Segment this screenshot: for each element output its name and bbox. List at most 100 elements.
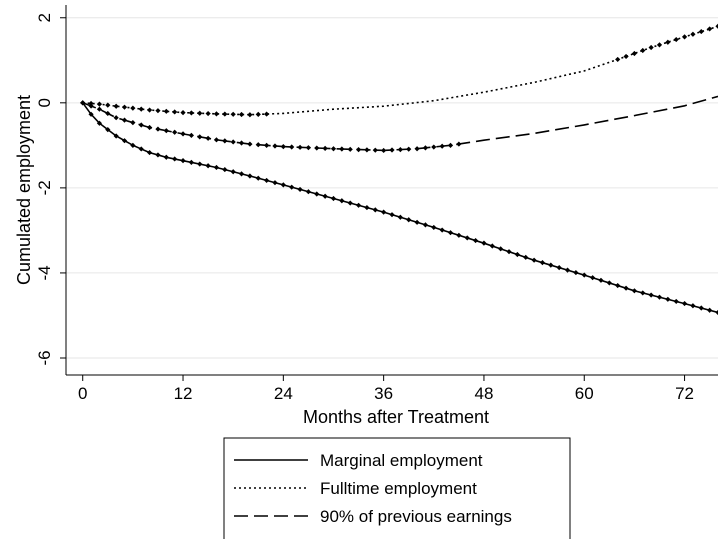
series-marker — [381, 209, 387, 215]
series-marker — [498, 246, 504, 252]
x-axis-label: Months after Treatment — [303, 407, 489, 427]
series-marker — [146, 124, 153, 131]
series-marker — [330, 146, 337, 152]
series-marker — [481, 240, 487, 246]
series-marker — [506, 249, 512, 255]
series-marker — [105, 102, 111, 108]
series-marker — [355, 202, 362, 208]
series-marker — [381, 147, 387, 154]
series-marker — [280, 182, 286, 188]
legend: Marginal employment Fulltime employment 90… — [223, 437, 571, 541]
series-marker — [197, 161, 203, 167]
series-marker — [222, 138, 228, 144]
series-marker — [121, 138, 128, 144]
series-marker — [146, 107, 153, 113]
series-marker — [188, 132, 194, 138]
series-marker — [322, 193, 328, 199]
grid-layer — [66, 17, 718, 359]
series-marker — [138, 122, 144, 128]
legend-label: 90% of previous earnings — [320, 507, 512, 526]
series-marker — [138, 146, 144, 152]
series-marker — [205, 110, 211, 117]
series-marker — [121, 104, 128, 110]
series-marker — [230, 139, 236, 145]
series-marker — [213, 111, 220, 117]
series-marker — [598, 277, 604, 283]
series-marker — [698, 305, 704, 311]
series-marker — [289, 144, 295, 150]
series-marker — [439, 143, 445, 149]
series-marker — [238, 111, 245, 118]
series-marker — [355, 146, 362, 153]
series-marker — [205, 163, 211, 169]
series-marker — [80, 100, 86, 106]
series-marker — [247, 141, 253, 147]
series-marker — [489, 243, 495, 249]
series-marker — [297, 144, 303, 150]
series-marker — [715, 309, 718, 316]
series-marker — [673, 36, 679, 43]
series-marker — [456, 141, 462, 147]
series-marker — [264, 177, 270, 184]
series-marker — [648, 292, 654, 298]
x-tick-label: 72 — [675, 384, 694, 403]
series-marker — [389, 212, 395, 218]
series-marker — [213, 164, 220, 171]
series-marker — [197, 134, 203, 140]
y-axis-label: Cumulated employment — [14, 95, 34, 285]
x-tick-label: 60 — [575, 384, 594, 403]
series-marker — [113, 103, 119, 109]
series-marker — [707, 26, 713, 32]
series-marker — [581, 272, 587, 278]
series-marker — [305, 189, 312, 195]
y-tick-label: -2 — [35, 180, 54, 195]
x-tick-label: 0 — [78, 384, 87, 403]
x-tick-label: 12 — [174, 384, 193, 403]
series-marker — [272, 143, 278, 149]
series-marker — [330, 195, 337, 202]
series-marker — [322, 145, 328, 151]
series-marker — [539, 260, 546, 266]
series-marker — [464, 235, 470, 241]
series-marker — [372, 147, 378, 153]
series-marker — [272, 180, 278, 186]
series-marker — [96, 106, 103, 112]
series-marker — [414, 219, 420, 225]
series-marker — [197, 110, 203, 116]
y-tick-label: -6 — [35, 350, 54, 365]
series-marker — [347, 146, 353, 152]
series-marker — [615, 282, 621, 289]
series-marker — [656, 294, 663, 300]
series-marker — [456, 232, 462, 238]
series-marker — [155, 152, 161, 158]
series-marker — [447, 230, 454, 236]
series-marker — [406, 146, 412, 152]
series-marker — [556, 265, 562, 271]
series-marker — [648, 44, 654, 51]
series-marker — [314, 145, 320, 151]
series-marker — [247, 173, 253, 179]
series-marker — [289, 184, 295, 190]
series-marker — [130, 119, 136, 126]
series-marker — [113, 115, 119, 121]
series-marker — [422, 222, 429, 228]
series-marker — [172, 129, 178, 135]
series-marker — [514, 251, 520, 258]
series-marker — [105, 110, 111, 117]
series-marker — [155, 108, 161, 114]
series-marker — [339, 146, 345, 152]
series-marker — [406, 217, 412, 223]
series-marker — [447, 142, 454, 148]
series-marker — [347, 200, 353, 206]
series-marker — [372, 207, 378, 213]
series-marker — [297, 186, 303, 193]
series-marker — [422, 145, 429, 151]
series-marker — [138, 106, 144, 112]
series-marker — [121, 117, 128, 123]
series-marker — [339, 198, 345, 204]
series-marker — [180, 109, 186, 116]
series-marker — [188, 110, 194, 116]
series-marker — [163, 154, 169, 160]
series-marker — [623, 53, 629, 60]
